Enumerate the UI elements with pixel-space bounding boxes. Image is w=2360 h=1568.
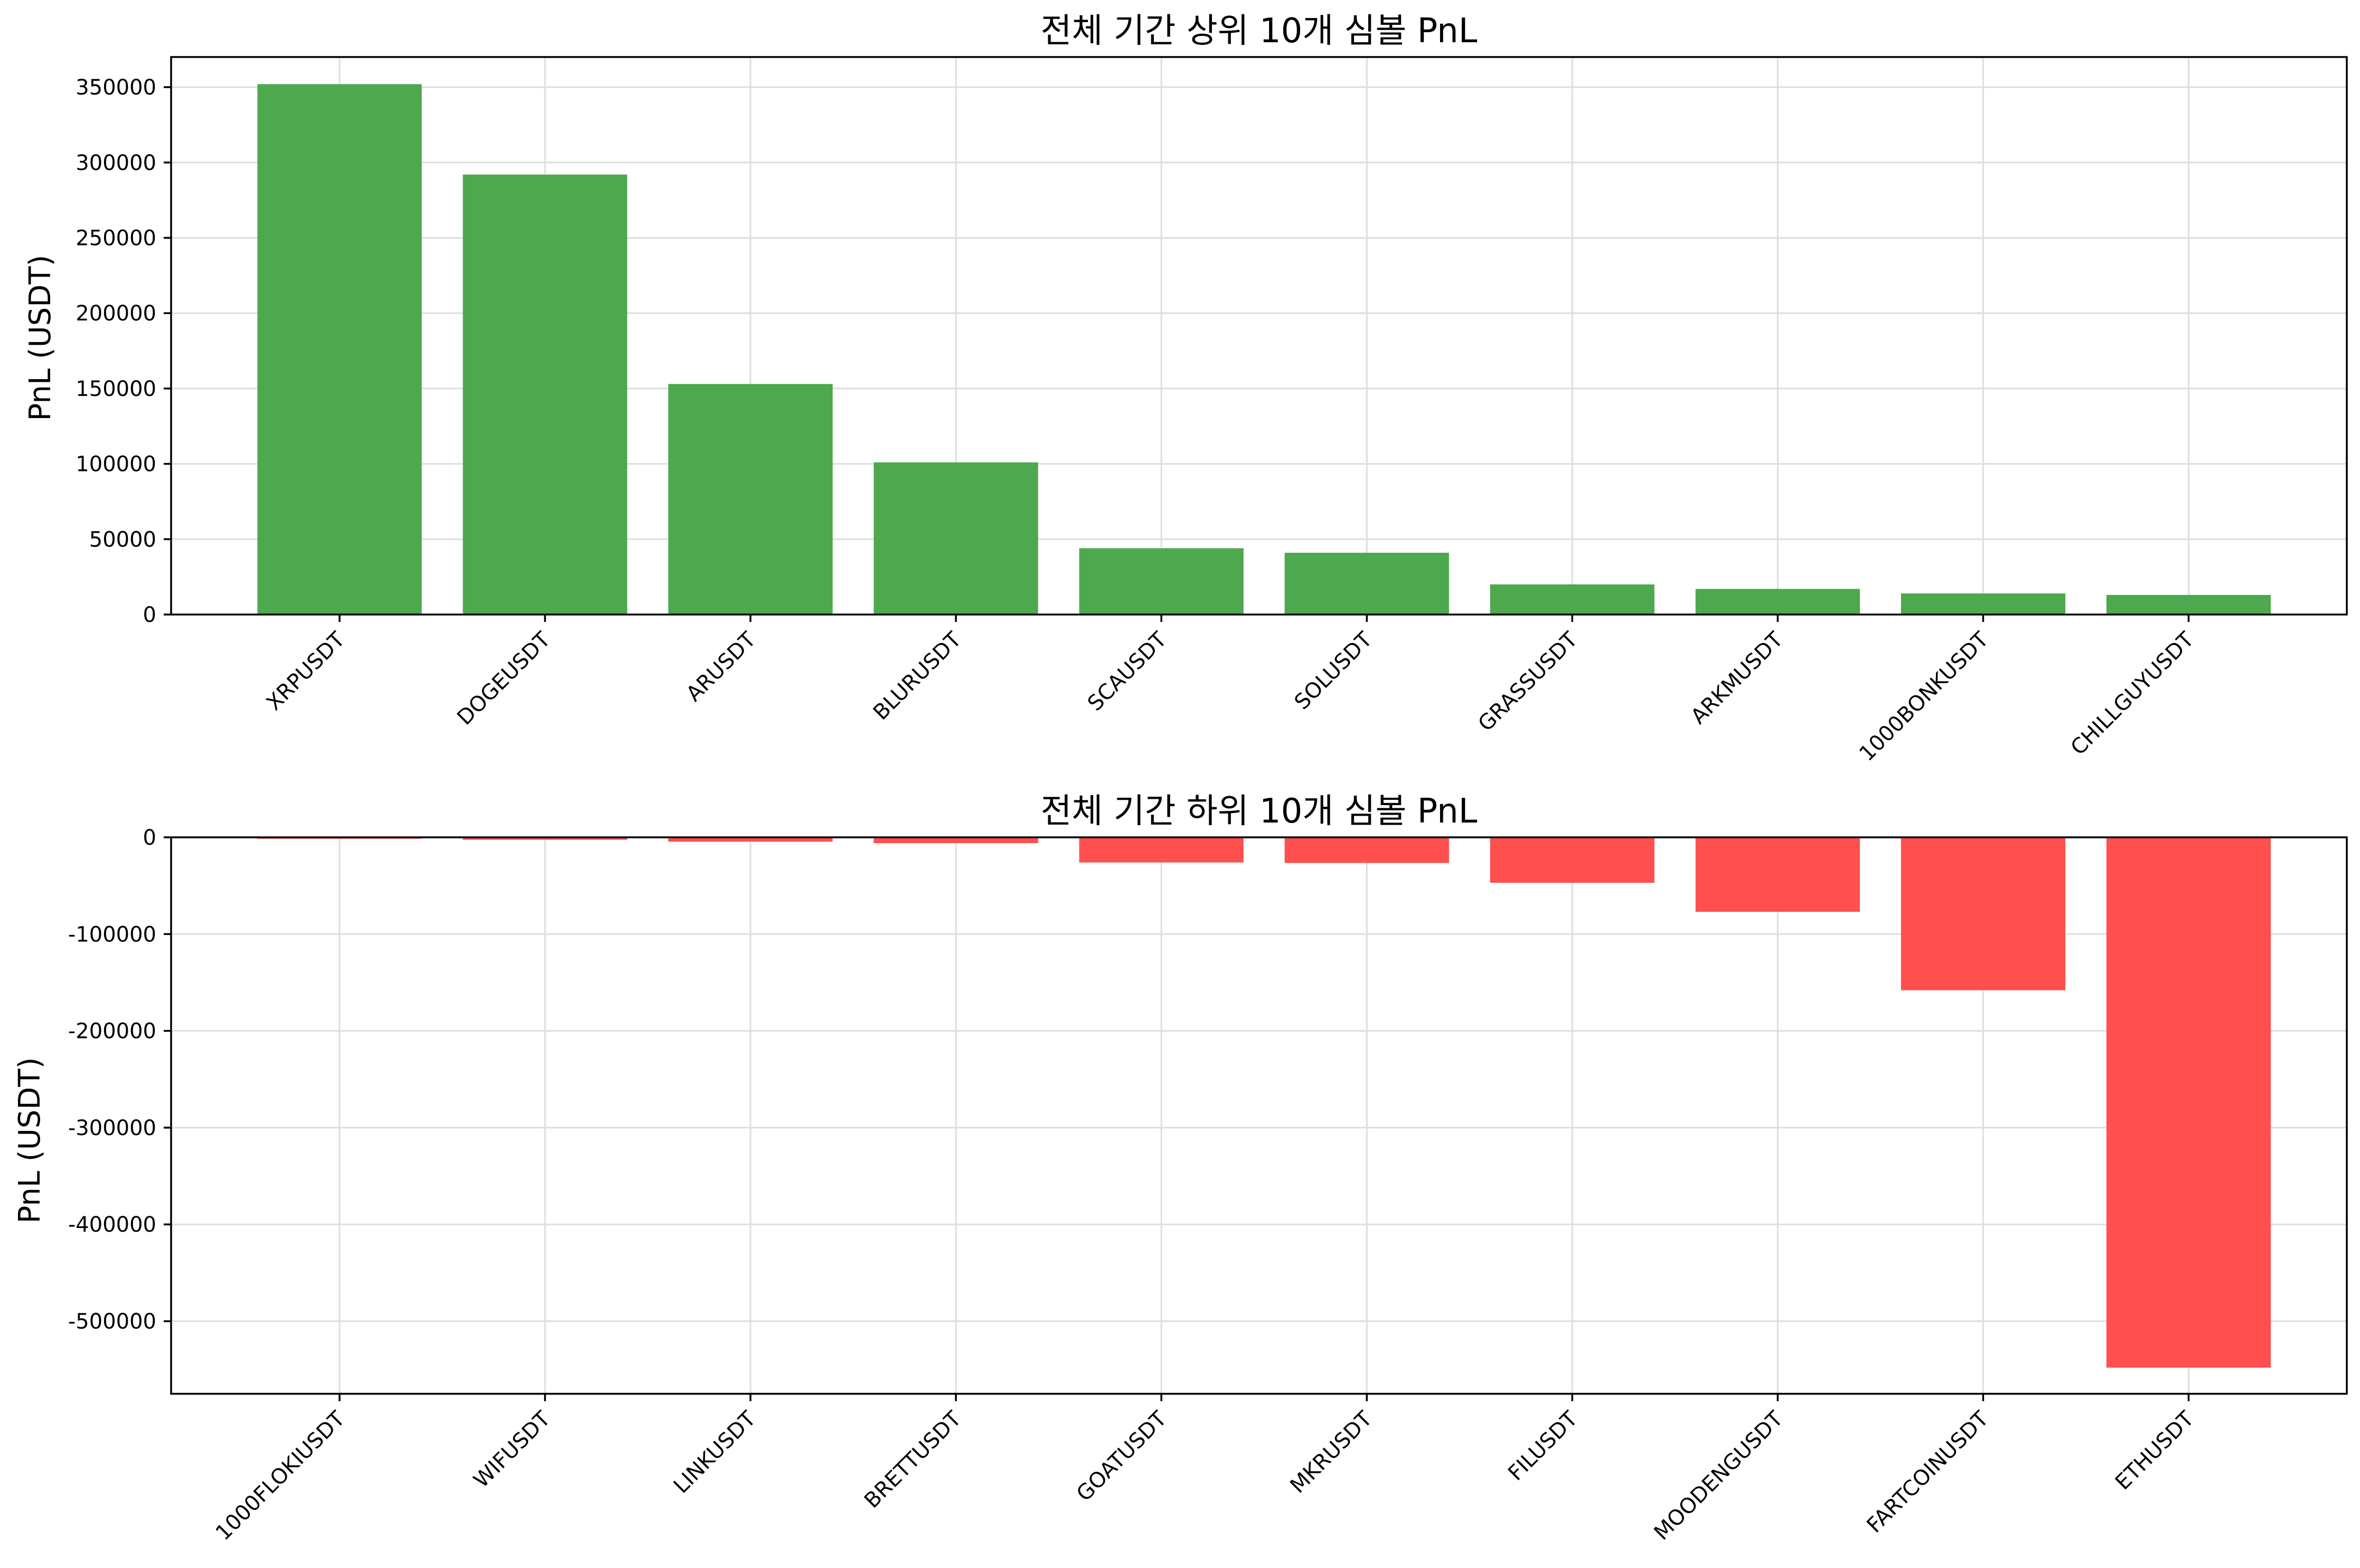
bottom-chart-bar xyxy=(1901,837,2066,990)
top-chart-x-tick-label: SCAUSDT xyxy=(1083,627,1172,716)
top-chart-bar xyxy=(463,174,627,615)
top-chart-bar xyxy=(1490,584,1654,615)
top-chart-y-tick-label: 0 xyxy=(143,603,156,627)
bottom-chart-x-tick-label: FARTCOINUSDT xyxy=(1862,1406,1993,1537)
bottom-chart-x-tick-label: MOODENGUSDT xyxy=(1650,1406,1788,1545)
top-chart-y-tick-label: 300000 xyxy=(76,151,156,175)
top-chart-x-tick-label: DOGEUSDT xyxy=(453,627,555,730)
top-chart-x-tick-label: 1000BONKUSDT xyxy=(1855,627,1994,766)
top-chart-x-tick-label: SOLUSDT xyxy=(1290,627,1377,714)
bottom-chart-x-tick-label: WIFUSDT xyxy=(469,1406,555,1493)
top-chart-bar xyxy=(1901,593,2066,615)
bottom-chart-x-tick-label: BRETTUSDT xyxy=(860,1406,966,1513)
bottom-chart-x-tick-label: GOATUSDT xyxy=(1072,1406,1172,1506)
top-chart-bar xyxy=(873,462,1038,615)
bottom-chart-bar xyxy=(1079,837,1244,863)
bottom-chart-y-tick-label: -100000 xyxy=(68,922,156,947)
top-chart-x-tick-label: CHILLGUYUSDT xyxy=(2066,627,2198,760)
top-chart-y-tick-label: 200000 xyxy=(76,301,156,326)
bottom-chart-y-tick-label: -200000 xyxy=(68,1019,156,1044)
bottom-chart-frame xyxy=(170,836,2348,1395)
top-chart-y-tick-label: 50000 xyxy=(89,527,156,552)
top-chart-x-tick-label: BLURUSDT xyxy=(869,627,966,725)
top-chart-x-tick-label: ARUSDT xyxy=(682,627,761,706)
bottom-chart-panel: 전체 기간 하위 10개 심볼 PnL PnL (USDT) 0 -100000 -… xyxy=(13,792,2348,1545)
bottom-chart-y-tick-label: 0 xyxy=(143,826,156,850)
bottom-chart-y-axis-label: PnL (USDT) xyxy=(13,1057,47,1224)
bottom-chart-bar xyxy=(1284,837,1449,863)
top-chart-title: 전체 기간 상위 10개 심볼 PnL xyxy=(1041,12,1478,51)
top-chart-y-tick-label: 250000 xyxy=(76,226,156,250)
bottom-chart-title: 전체 기간 하위 10개 심볼 PnL xyxy=(1041,792,1478,831)
top-chart-bar xyxy=(2106,594,2271,615)
top-chart-bar xyxy=(1284,552,1449,615)
top-chart-bar xyxy=(668,384,833,615)
bottom-chart-bars xyxy=(257,837,2271,1368)
bottom-chart-bar xyxy=(873,837,1038,843)
top-chart-y-axis-label: PnL (USDT) xyxy=(23,255,58,421)
top-chart-y-tick-label: 350000 xyxy=(76,75,156,100)
top-chart-y-tick-label: 100000 xyxy=(76,452,156,477)
top-chart-panel: 전체 기간 상위 10개 심볼 PnL PnL (USDT) 0 50000 100… xyxy=(23,12,2348,766)
top-chart-bar xyxy=(257,84,422,615)
bottom-chart-bar xyxy=(463,837,627,840)
top-chart-x-tick-label: XRPUSDT xyxy=(262,627,350,715)
bottom-chart-y-tick-label: -500000 xyxy=(68,1310,156,1334)
top-chart-bars xyxy=(257,84,2271,615)
top-chart-x-tick-label: GRASSUSDT xyxy=(1473,627,1582,736)
top-chart-y-tick-label: 150000 xyxy=(76,377,156,401)
bottom-chart-x-tick-label: FILUSDT xyxy=(1503,1406,1583,1486)
bottom-chart-bar xyxy=(1490,837,1654,883)
bottom-chart-x-tick-label: 1000FLOKIUSDT xyxy=(211,1406,350,1545)
top-chart-bar xyxy=(1695,589,1860,615)
bottom-chart-y-tick-label: -300000 xyxy=(68,1116,156,1140)
bottom-chart-x-tick-label: MKRUSDT xyxy=(1285,1406,1377,1498)
bottom-chart-y-tick-label: -400000 xyxy=(68,1213,156,1237)
bottom-chart-bar xyxy=(668,837,833,842)
top-chart-frame xyxy=(170,56,2348,616)
bottom-chart-bar xyxy=(2106,837,2271,1368)
top-chart-x-tick-label: ARKMUSDT xyxy=(1686,627,1788,729)
bottom-chart-bar xyxy=(1695,837,1860,912)
top-chart-bar xyxy=(1079,548,1244,615)
bottom-chart-x-tick-label: ETHUSDT xyxy=(2111,1406,2199,1495)
bottom-chart-x-tick-label: LINKUSDT xyxy=(669,1406,761,1498)
